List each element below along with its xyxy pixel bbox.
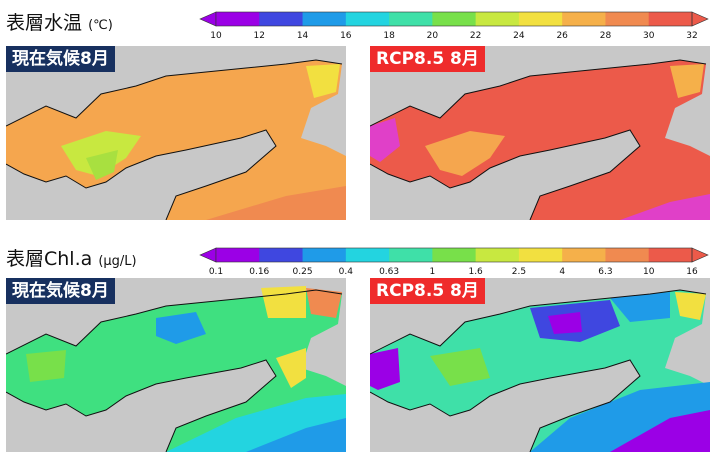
sea-area (370, 60, 710, 220)
temperature-colorbar-tick-label: 26 (556, 31, 568, 41)
bay-zone (675, 292, 706, 320)
chlorophyll-current-map: 現在気候8月 (6, 278, 346, 452)
min-chl-zone (548, 312, 582, 334)
blue-zone (610, 292, 670, 322)
coastline-south (370, 359, 641, 452)
temperature-colorbar-bin (259, 12, 304, 26)
coastline-south (370, 129, 641, 220)
panel-label: 現在気候8月 (6, 46, 115, 72)
coastline (370, 59, 707, 127)
coastline (6, 59, 343, 127)
chlorophyll-colorbar-bin (389, 248, 433, 262)
panel-label: 現在気候8月 (6, 278, 115, 304)
chlorophyll-colorbar-frame (215, 247, 693, 263)
chlorophyll-colorbar-tick-label: 16 (686, 267, 698, 277)
temperature-colorbar-bin (605, 12, 650, 26)
chlorophyll-colorbar: 0.1 0.16 0.25 0.4 0.63 1 1.6 2.5 4 6.3 10 16 (196, 246, 712, 278)
temperature-colorbar-tick-label: 22 (470, 31, 481, 41)
temperature-colorbar-tick-label: 18 (383, 31, 395, 41)
bay-zone (306, 288, 342, 318)
temperature-colorbar-tick-label: 16 (340, 31, 352, 41)
offshore-deep-zone (610, 410, 710, 452)
low-chl-zone (370, 348, 400, 390)
bay-zone (670, 64, 704, 98)
temperature-colorbar-bin (389, 12, 433, 26)
chlorophyll-colorbar-tick-label: 4 (559, 267, 565, 277)
temperature-colorbar-tick-label: 30 (643, 31, 655, 41)
chlorophyll-colorbar-bin (475, 248, 520, 262)
temperature-colorbar-max-arrow (691, 11, 709, 27)
temperature-colorbar-frame (215, 11, 693, 27)
mid-chl-zone (430, 348, 490, 386)
chlorophyll-colorbar-bin (302, 248, 347, 262)
temperature-colorbar-tick-label: 12 (254, 31, 265, 41)
chlorophyll-colorbar-tick-label: 10 (643, 267, 655, 277)
chlorophyll-colorbar-bin (432, 248, 477, 262)
offshore-zone (206, 186, 346, 220)
chlorophyll-colorbar-tick-label: 1 (429, 267, 435, 277)
coastal-zone (276, 348, 306, 388)
chlorophyll-colorbar-tick-label: 0.16 (249, 267, 269, 277)
chlorophyll-colorbar-tick-label: 2.5 (512, 267, 526, 277)
coastline-south (6, 129, 277, 220)
chlorophyll-colorbar-bin (216, 248, 260, 262)
temperature-colorbar-min-arrow (199, 11, 217, 27)
chlorophyll-colorbar-tick-label: 0.1 (209, 267, 223, 277)
chlorophyll-colorbar-min-arrow (199, 247, 217, 263)
sea-area (6, 60, 346, 220)
chlorophyll-colorbar-tick-label: 0.4 (339, 267, 354, 277)
temperature-colorbar-bin (345, 12, 390, 26)
chlorophyll-colorbar-bin (345, 248, 390, 262)
chlorophyll-colorbar-bin (648, 248, 693, 262)
offshore-deep-zone (246, 418, 346, 452)
temperature-colorbar: 10 12 14 16 18 20 22 24 26 28 30 32 (196, 10, 712, 42)
chlorophyll-colorbar-tick-label: 6.3 (598, 267, 612, 277)
bay-zone (306, 64, 340, 98)
temperature-colorbar-bin (518, 12, 563, 26)
mid-chl-zone (26, 350, 66, 382)
temperature-colorbar-bin (302, 12, 347, 26)
chlorophyll-colorbar-max-arrow (691, 247, 709, 263)
temperature-colorbar-tick-label: 20 (427, 31, 439, 41)
chlorophyll-colorbar-tick-label: 0.63 (379, 267, 399, 277)
coastline (6, 289, 343, 355)
temperature-colorbar-bin (432, 12, 477, 26)
temperature-colorbar-tick-label: 28 (600, 31, 612, 41)
coastline-south (6, 359, 277, 452)
temperature-colorbar-bin (475, 12, 520, 26)
temperature-title: 表層水温 (℃) (6, 12, 113, 34)
low-chl-zone (156, 312, 206, 344)
chlorophyll-title: 表層Chl.a (μg/L) (6, 248, 137, 270)
temperature-colorbar-tick-label: 14 (297, 31, 309, 41)
panel-label: RCP8.5 8月 (370, 278, 485, 304)
temperature-colorbar-tick-label: 32 (686, 31, 697, 41)
chlorophyll-colorbar-bin (605, 248, 650, 262)
chlorophyll-colorbar-bin (562, 248, 606, 262)
temperature-colorbar-bin (648, 12, 693, 26)
high-chl-zone (261, 286, 306, 318)
chlorophyll-colorbar-bin (518, 248, 563, 262)
temperature-colorbar-bin (562, 12, 606, 26)
temperature-colorbar-bin (216, 12, 260, 26)
offshore-zone (620, 194, 710, 220)
warm-zone (61, 131, 141, 176)
warm-zone (425, 131, 505, 176)
chlorophyll-colorbar-tick-label: 0.25 (293, 267, 313, 277)
temperature-current-map: 現在気候8月 (6, 46, 346, 220)
temperature-rcp-map: RCP8.5 8月 (370, 46, 710, 220)
temperature-colorbar-tick-label: 10 (210, 31, 222, 41)
coastline (370, 289, 707, 355)
cool-zone (86, 150, 118, 180)
chlorophyll-colorbar-bin (259, 248, 304, 262)
hot-zone (370, 118, 400, 162)
panel-label: RCP8.5 8月 (370, 46, 485, 72)
chlorophyll-colorbar-tick-label: 1.6 (468, 267, 483, 277)
chlorophyll-rcp-map: RCP8.5 8月 (370, 278, 710, 452)
temperature-colorbar-tick-label: 24 (513, 31, 525, 41)
